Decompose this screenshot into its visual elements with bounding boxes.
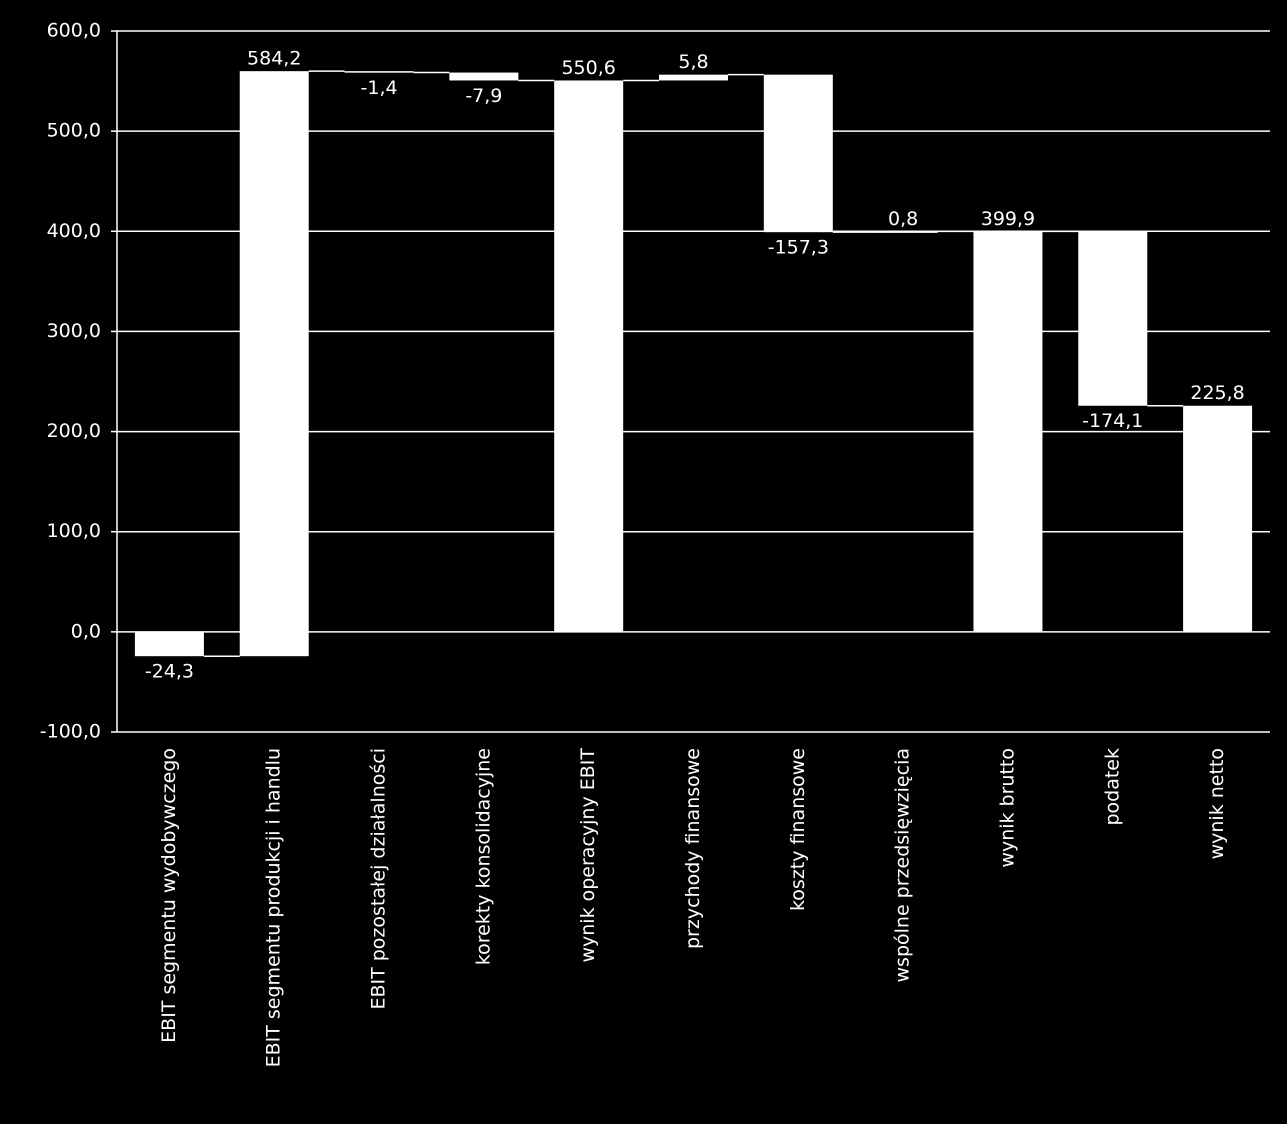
y-tick-label: 400,0 xyxy=(47,220,101,242)
value-label: 399,9 xyxy=(981,208,1035,230)
x-tick-label: korekty konsolidacyjne xyxy=(472,748,494,965)
value-label: -157,3 xyxy=(768,237,829,259)
x-tick-label: podatek xyxy=(1101,748,1123,826)
x-tick-label: wspólne przedsięwzięcia xyxy=(892,748,914,983)
bar xyxy=(868,231,938,233)
bar xyxy=(344,71,414,73)
y-tick-label: 300,0 xyxy=(47,320,101,342)
x-tick-label: koszty finansowe xyxy=(787,748,809,911)
y-tick-label: 100,0 xyxy=(47,520,101,542)
bar xyxy=(554,80,624,632)
y-tick-label: 600,0 xyxy=(47,20,101,42)
y-tick-label: 0,0 xyxy=(71,620,101,642)
bar xyxy=(973,231,1043,632)
y-tick-label: -100,0 xyxy=(40,721,101,743)
bar xyxy=(1183,405,1253,632)
value-label: -174,1 xyxy=(1082,410,1143,432)
x-tick-label: EBIT segmentu produkcji i handlu xyxy=(263,748,285,1067)
bar xyxy=(134,631,204,657)
bar xyxy=(1078,231,1148,406)
bar xyxy=(763,74,833,233)
x-tick-label: EBIT segmentu wydobywczego xyxy=(158,748,180,1043)
value-label: 550,6 xyxy=(561,57,615,79)
value-label: 5,8 xyxy=(678,51,708,73)
y-tick-label: 500,0 xyxy=(47,120,101,142)
bar xyxy=(449,72,519,81)
x-tick-label: przychody finansowe xyxy=(682,748,704,949)
value-label: -7,9 xyxy=(465,85,502,107)
bar xyxy=(659,74,728,81)
x-tick-label: wynik netto xyxy=(1206,748,1228,859)
value-label: -1,4 xyxy=(361,77,398,99)
value-label: 0,8 xyxy=(888,208,918,230)
value-label: 225,8 xyxy=(1190,382,1244,404)
value-label: -24,3 xyxy=(145,661,194,683)
value-label: 584,2 xyxy=(247,48,301,70)
x-tick-label: EBIT pozostałej działalności xyxy=(368,748,390,1010)
bar xyxy=(239,71,309,657)
y-tick-label: 200,0 xyxy=(47,420,101,442)
x-tick-label: wynik operacyjny EBIT xyxy=(577,748,599,963)
x-tick-label: wynik brutto xyxy=(996,748,1018,868)
